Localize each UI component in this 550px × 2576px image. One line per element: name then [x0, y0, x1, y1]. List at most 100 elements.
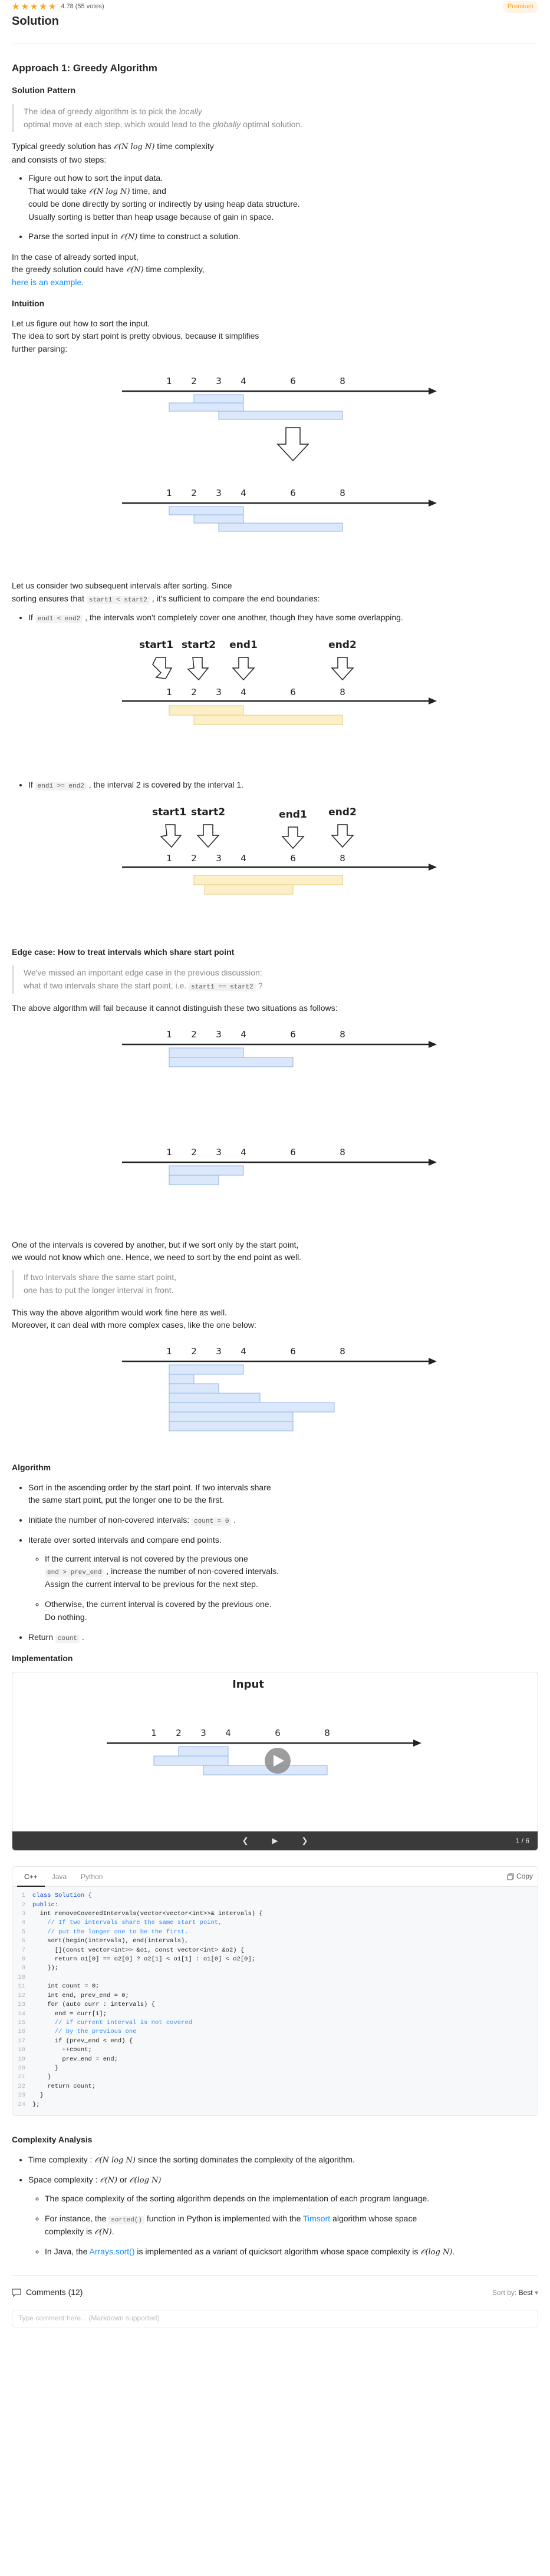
code-line: 20 }: [12, 2064, 538, 2073]
text: Figure out how to sort the input data.: [28, 173, 163, 183]
text: Space complexity :: [28, 2174, 100, 2184]
start1-label: start1: [139, 639, 173, 651]
tick-label: 2: [191, 687, 197, 697]
line-number: 17: [18, 2037, 25, 2045]
work-paragraph: This way the above algorithm would work …: [12, 1307, 538, 1332]
text: In Java, the: [45, 2246, 90, 2256]
code-text: int removeCoveredIntervals(vector<vector…: [32, 1910, 263, 1918]
tab-cpp[interactable]: C++: [17, 1867, 45, 1887]
start2-label: start2: [181, 639, 215, 651]
rating-stars[interactable]: ★ ★ ★ ★ ★ 4.78 (55 votes): [12, 2, 104, 12]
code-text: }: [32, 2064, 59, 2072]
text: .: [79, 1632, 84, 1642]
code-text: int end, prev_end = 0;: [32, 1992, 129, 1999]
play-icon[interactable]: [274, 1755, 284, 1767]
text: If: [28, 779, 35, 789]
tick-label: 4: [241, 1147, 246, 1158]
tick-label: 1: [166, 1147, 172, 1158]
text: algorithm whose space: [330, 2213, 417, 2223]
text: further parsing:: [12, 344, 68, 354]
text: Usually sorting is better than heap usag…: [28, 211, 274, 221]
code-line: 14 end = curr[1];: [12, 2010, 538, 2019]
complex-case-figure: 1 2 3 4 6 8: [121, 1346, 437, 1431]
sort-dropdown[interactable]: Sort by: Best ▾: [492, 2287, 538, 2299]
star-icon[interactable]: ★: [12, 2, 20, 12]
down-arrow-icon: [159, 824, 182, 848]
line-number: 18: [18, 2046, 25, 2054]
comment-input[interactable]: Type comment here... (Markdown supported…: [12, 2309, 538, 2327]
code-line: 7 [](const vector<int>> &o1, const vecto…: [12, 1946, 538, 1955]
text: complexity is: [45, 2226, 95, 2236]
text: Otherwise, the current interval is cover…: [45, 1599, 272, 1609]
tick-label: 1: [166, 1346, 172, 1357]
text: If the current interval is not covered b…: [45, 1553, 248, 1563]
text: could be done directly by sorting or ind…: [28, 199, 300, 209]
text: , increase the number of non-covered int…: [104, 1566, 279, 1576]
star-icon[interactable]: ★: [21, 2, 29, 12]
play-slide-button[interactable]: ▶: [272, 1836, 278, 1846]
tick-label: 2: [191, 1029, 197, 1040]
star-icon[interactable]: ★: [29, 2, 38, 12]
timsort-link[interactable]: Timsort: [303, 2213, 331, 2223]
intuition-paragraph: Let us figure out how to sort the input.…: [12, 318, 538, 356]
tick-label: 2: [191, 376, 197, 386]
inline-code: start1 == start2: [189, 983, 256, 992]
comments-title: Comments (12): [26, 2287, 83, 2297]
code-line: 5 // put the longer one to be the first.: [12, 1928, 538, 1937]
tick-label: 6: [290, 488, 296, 498]
list-item: Iterate over sorted intervals and compar…: [28, 1534, 538, 1623]
complexity-sublist: The space complexity of the sorting algo…: [45, 2193, 538, 2258]
tick-label: 1: [166, 853, 172, 864]
axis-arrow-icon: [428, 1158, 437, 1166]
text: In the case of already sorted input,: [12, 252, 139, 262]
slide-counter: 1 / 6: [515, 1836, 529, 1845]
tick-label: 3: [216, 1029, 222, 1040]
arrays-sort-link[interactable]: Arrays.sort(): [89, 2246, 135, 2256]
tick-label: 8: [324, 1728, 330, 1738]
code-text: return o1[0] == o2[0] ? o2[1] < o1[1] : …: [32, 1956, 256, 1963]
code-block[interactable]: 1 class Solution {2 public: 3 int removeCov…: [12, 1887, 538, 2115]
quote-text: what if two intervals share the start po…: [24, 981, 189, 991]
code-text: return count;: [32, 2082, 96, 2090]
code-line: 19 prev_end = end;: [12, 2055, 538, 2064]
code-line: 16 // by the previous one: [12, 2028, 538, 2036]
star-icon[interactable]: ★: [48, 2, 57, 12]
star-icon[interactable]: ★: [39, 2, 47, 12]
text: .: [111, 2226, 114, 2236]
code-line: 17 if (prev_end < end) {: [12, 2037, 538, 2046]
inline-code: end > prev_end: [45, 1569, 104, 1578]
copy-button[interactable]: Copy: [507, 1871, 533, 1882]
code-text: int count = 0;: [32, 1983, 100, 1990]
math: 𝒪(log N): [129, 2175, 162, 2185]
code-text: }: [32, 2092, 44, 2099]
text: Parse the sorted input in: [28, 232, 120, 242]
sorted-paragraph: In the case of already sorted input, the…: [12, 251, 538, 290]
text: If: [28, 612, 35, 622]
tab-java[interactable]: Java: [51, 1872, 67, 1881]
tab-python[interactable]: Python: [81, 1872, 103, 1881]
tick-label: 6: [290, 853, 296, 864]
quote-text: If two intervals share the same start po…: [24, 1272, 177, 1282]
code-line: 22 return count;: [12, 2082, 538, 2091]
tick-label: 4: [241, 488, 246, 498]
tick-label: 4: [241, 853, 246, 864]
text: the same start point, put the longer one…: [28, 1495, 225, 1505]
text: One of the intervals is covered by anoth…: [12, 1239, 299, 1249]
code-text: };: [32, 2101, 40, 2108]
code-line: 8 return o1[0] == o2[0] ? o2[1] < o1[1] …: [12, 1955, 538, 1964]
axis-arrow-icon: [428, 697, 437, 705]
tick-label: 6: [290, 1346, 296, 1357]
code-line: 4 // If two intervals share the same sta…: [12, 1919, 538, 1927]
tick-label: 1: [166, 488, 172, 498]
code-line: 12 int end, prev_end = 0;: [12, 1992, 538, 2000]
prev-slide-button[interactable]: ❮: [242, 1836, 249, 1846]
edge-case-heading: Edge case: How to treat intervals which …: [12, 947, 235, 957]
example-link[interactable]: here is an example.: [12, 277, 84, 287]
down-arrow-icon: [330, 824, 354, 848]
math: 𝒪(N): [126, 266, 144, 275]
next-slide-button[interactable]: ❯: [301, 1836, 308, 1846]
text: function in Python is implemented with t…: [144, 2213, 303, 2223]
list-item: If end1 >= end2 , the interval 2 is cove…: [28, 779, 538, 792]
line-number: 3: [21, 1910, 25, 1918]
code-text: ++count;: [32, 2046, 92, 2054]
